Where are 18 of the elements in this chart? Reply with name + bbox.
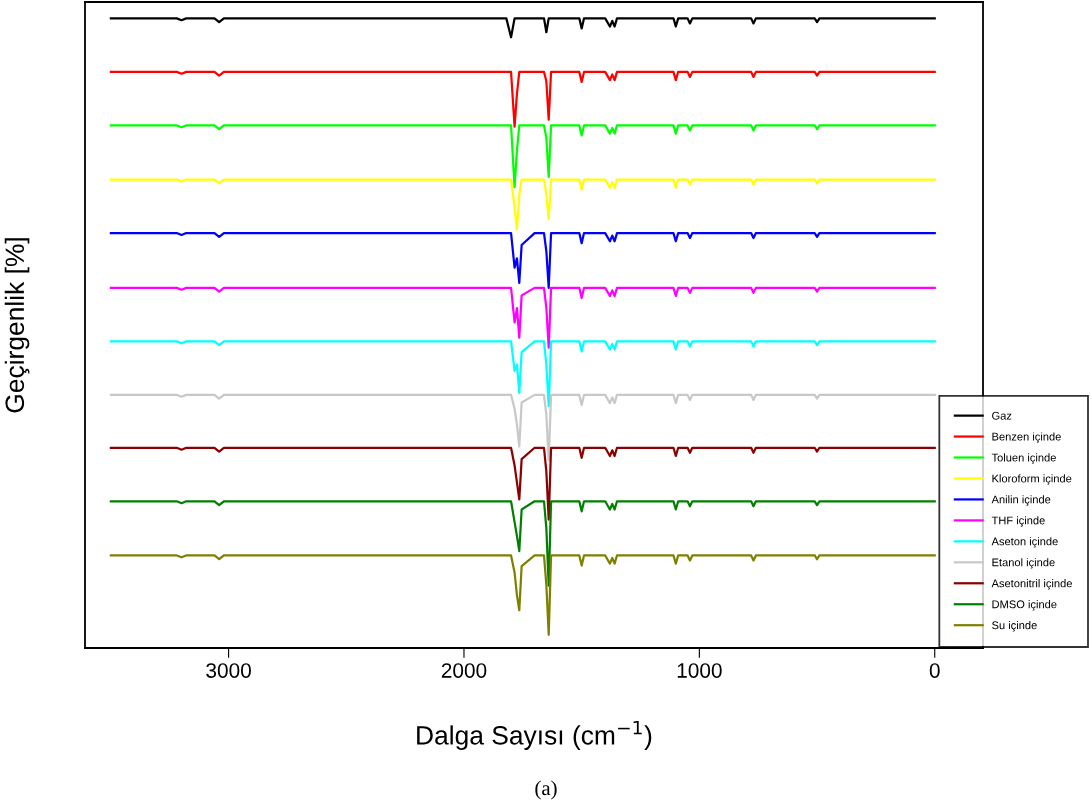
- x-tick-label: 0: [929, 663, 940, 678]
- legend-label: Su içinde: [992, 621, 1037, 632]
- legend-label: Etanol içinde: [992, 558, 1055, 569]
- x-axis-title: Dalga Sayısı (cm$^{−1}$): [417, 720, 652, 750]
- x-tick-label: 2000: [441, 663, 487, 678]
- legend-label: Asetonitril içinde: [991, 579, 1072, 590]
- legend-label: Aseton içinde: [991, 537, 1058, 548]
- y-axis-title: Geçirgenlik [%]: [4, 238, 30, 413]
- legend-label: Benzen içinde: [992, 432, 1061, 443]
- legend-label: DMSO içinde: [992, 600, 1057, 611]
- x-tick-label: 3000: [206, 663, 251, 678]
- legend-label: Anilin içinde: [991, 495, 1051, 506]
- legend-label: Gaz: [992, 411, 1012, 420]
- text: (a): [535, 780, 557, 800]
- legend-label: Toluen içinde: [991, 453, 1056, 464]
- x-tick-label: 1000: [677, 663, 722, 678]
- legend-label: Kloroform içinde: [992, 474, 1072, 485]
- legend-label: THF içinde: [991, 516, 1045, 527]
